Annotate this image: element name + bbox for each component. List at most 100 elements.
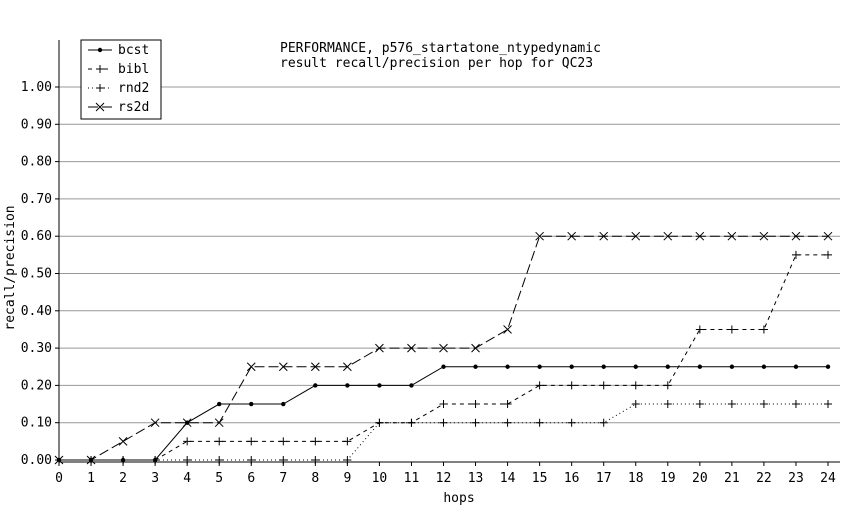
- data-point-bibl: [791, 250, 800, 259]
- data-point-bcst: [793, 364, 799, 369]
- data-point-rs2d: [150, 418, 160, 428]
- data-point-rnd2: [343, 456, 352, 464]
- data-point-bcst: [473, 364, 478, 369]
- data-point-rnd2: [791, 400, 800, 409]
- x-tick-label: 10: [372, 471, 388, 486]
- legend-label-bibl: bibl: [118, 62, 149, 77]
- data-point-bibl: [824, 250, 832, 259]
- data-point-rnd2: [503, 418, 512, 427]
- data-point-rs2d: [375, 343, 384, 353]
- series-line-rnd2: [59, 403, 828, 461]
- data-point-rs2d: [663, 231, 673, 241]
- data-point-rs2d: [310, 362, 320, 372]
- data-point-bcst: [537, 364, 542, 369]
- x-tick-label: 23: [788, 471, 804, 486]
- x-tick-label: 7: [279, 471, 287, 486]
- data-point-bcst: [697, 364, 703, 369]
- data-point-bcst: [313, 383, 318, 388]
- data-point-bibl: [215, 437, 224, 446]
- x-tick-label: 24: [820, 471, 836, 486]
- series-bcst: [56, 364, 831, 463]
- data-point-bcst: [633, 364, 638, 369]
- data-point-bcst: [505, 364, 510, 369]
- data-point-bcst: [665, 364, 670, 369]
- data-point-rs2d: [214, 418, 224, 428]
- legend-entries: bcst bibl rnd2 rs2d: [88, 43, 149, 115]
- data-point-bcst: [281, 401, 286, 407]
- x-tick-label: 20: [692, 471, 708, 486]
- data-point-bcst: [377, 383, 382, 388]
- data-point-rnd2: [759, 400, 768, 409]
- data-point-rs2d: [246, 362, 256, 372]
- data-point-rs2d: [791, 231, 801, 241]
- data-point-bcst: [729, 364, 735, 369]
- x-tick-label: 6: [247, 471, 255, 486]
- data-point-rnd2: [439, 418, 448, 427]
- data-point-rs2d: [535, 231, 544, 241]
- y-tick-label: 0.90: [21, 117, 52, 132]
- data-point-rs2d: [471, 343, 480, 353]
- data-point-bibl: [535, 381, 544, 390]
- data-point-bibl: [183, 437, 192, 446]
- data-point-rs2d: [727, 231, 737, 241]
- series-line-bcst: [59, 366, 828, 461]
- data-point-rnd2: [183, 456, 192, 464]
- y-tick-label: 0.40: [21, 304, 52, 319]
- data-point-bibl: [503, 400, 512, 409]
- data-point-rnd2: [471, 418, 480, 427]
- data-point-rnd2: [663, 400, 672, 409]
- x-tick-label: 22: [756, 471, 772, 486]
- data-point-rnd2: [215, 456, 224, 464]
- data-point-bibl: [279, 437, 288, 446]
- x-tick-label: 12: [436, 471, 452, 486]
- y-tick-label: 0.50: [21, 267, 52, 282]
- data-point-rnd2: [727, 400, 736, 409]
- data-point-rnd2: [824, 400, 832, 409]
- data-point-rs2d: [503, 325, 512, 334]
- y-tick-label: 0.10: [21, 416, 52, 431]
- data-point-rnd2: [119, 456, 128, 464]
- legend-marker-rs2d: [95, 102, 105, 112]
- x-tick-label: 14: [500, 471, 516, 486]
- legend-label-bcst: bcst: [118, 43, 149, 58]
- series-bibl: [55, 250, 832, 464]
- y-tick-label: 0.20: [21, 378, 52, 393]
- data-point-rs2d: [439, 343, 448, 353]
- legend-box: [80, 39, 162, 120]
- data-point-rs2d: [759, 231, 769, 241]
- data-point-rs2d: [695, 231, 705, 241]
- data-point-rs2d: [118, 436, 128, 446]
- data-point-rs2d: [182, 418, 192, 428]
- data-point-rs2d: [54, 455, 64, 465]
- x-tick-label: 13: [468, 471, 484, 486]
- x-tick-label: 0: [55, 471, 63, 486]
- data-point-rnd2: [247, 456, 256, 464]
- x-tick-label: 16: [564, 471, 580, 486]
- x-tick-label: 4: [183, 471, 191, 486]
- data-point-bcst: [409, 383, 414, 388]
- x-tick-label: 8: [311, 471, 319, 486]
- data-point-bibl: [695, 325, 704, 334]
- y-tick-label: 0.30: [21, 341, 52, 356]
- data-point-bibl: [343, 437, 352, 446]
- legend-label-rnd2: rnd2: [118, 81, 149, 96]
- data-point-rnd2: [151, 456, 160, 464]
- data-point-bibl: [439, 400, 448, 409]
- data-point-rs2d: [567, 231, 577, 241]
- data-point-rs2d: [599, 231, 609, 241]
- data-point-bcst: [441, 364, 446, 369]
- x-tick-label: 15: [532, 471, 548, 486]
- data-point-bcst: [345, 383, 350, 388]
- grid-layer: [55, 86, 840, 466]
- y-tick-label: 0.60: [21, 229, 52, 244]
- x-tick-label: 1: [87, 471, 95, 486]
- x-tick-label: 5: [215, 471, 223, 486]
- data-point-bibl: [471, 400, 480, 409]
- y-axis-title: recall/precision: [3, 205, 18, 330]
- data-point-rs2d: [278, 362, 288, 372]
- y-tick-label: 0.80: [21, 155, 52, 170]
- data-point-rs2d: [823, 231, 833, 241]
- data-point-rnd2: [599, 418, 608, 427]
- x-tick-label: 3: [151, 471, 159, 486]
